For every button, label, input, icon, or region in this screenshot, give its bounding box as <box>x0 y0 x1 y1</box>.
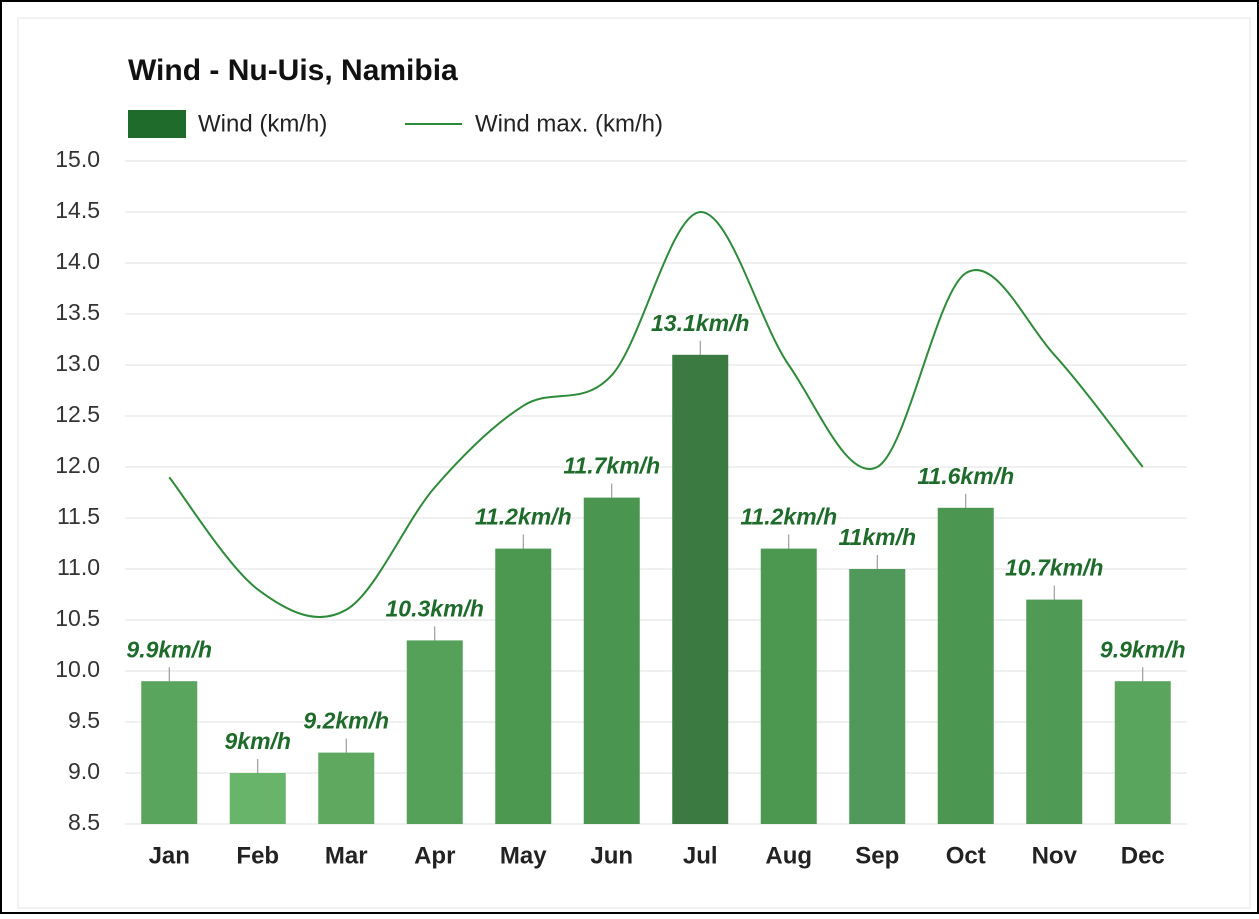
x-tick-label: Mar <box>325 842 368 869</box>
y-tick-label: 8.5 <box>68 809 100 835</box>
legend-label: Wind max. (km/h) <box>475 110 663 137</box>
chart-title: Wind - Nu-Uis, Namibia <box>128 54 458 87</box>
data-label: 13.1km/h <box>651 310 749 336</box>
y-tick-label: 10.5 <box>55 605 100 631</box>
y-tick-label: 13.5 <box>55 299 100 325</box>
x-tick-label: Nov <box>1032 842 1078 869</box>
data-label: 9.2km/h <box>303 708 389 734</box>
x-tick-label: Jan <box>149 842 190 869</box>
bar <box>760 548 817 824</box>
y-tick-label: 11.0 <box>57 554 100 580</box>
bar <box>495 548 552 824</box>
legend-swatch-bar <box>128 110 186 138</box>
y-tick-label: 14.5 <box>55 197 100 223</box>
bar <box>318 752 375 824</box>
y-tick-label: 10.0 <box>55 656 100 682</box>
bar <box>1026 599 1083 824</box>
data-label: 10.3km/h <box>386 595 484 621</box>
y-tick-label: 12.5 <box>55 401 100 427</box>
bar <box>672 354 729 824</box>
bar <box>937 507 994 824</box>
data-label: 11km/h <box>838 524 916 550</box>
y-tick-label: 11.5 <box>57 503 100 529</box>
bar <box>1114 681 1171 824</box>
data-label: 9.9km/h <box>1100 636 1186 662</box>
data-label: 9.9km/h <box>126 636 212 662</box>
line <box>168 210 1144 619</box>
x-tick-label: Feb <box>236 842 279 869</box>
bar <box>229 773 286 824</box>
data-label: 11.2km/h <box>740 504 837 530</box>
x-tick-label: Dec <box>1121 842 1165 869</box>
y-tick-label: 12.0 <box>55 452 100 478</box>
y-tick-label: 9.5 <box>68 707 100 733</box>
data-label: 10.7km/h <box>1005 555 1103 581</box>
y-tick-label: 15.0 <box>55 146 100 172</box>
x-tick-label: Sep <box>855 842 899 869</box>
y-tick-label: 13.0 <box>55 350 100 376</box>
data-label: 11.2km/h <box>475 504 572 530</box>
data-label: 11.7km/h <box>563 453 660 479</box>
bar <box>406 640 463 824</box>
data-label: 11.6km/h <box>917 463 1014 489</box>
bar <box>583 497 640 824</box>
x-tick-label: Oct <box>946 842 986 869</box>
y-tick-label: 9.0 <box>68 758 100 784</box>
x-tick-label: Jul <box>683 842 718 869</box>
x-tick-label: Jun <box>590 842 633 869</box>
data-label: 9km/h <box>225 728 291 754</box>
bar <box>141 681 198 824</box>
x-tick-label: Aug <box>765 842 812 869</box>
x-tick-label: Apr <box>414 842 455 869</box>
bar <box>849 569 906 824</box>
legend-label: Wind (km/h) <box>198 110 327 137</box>
y-tick-label: 14.0 <box>55 248 100 274</box>
x-tick-label: May <box>500 842 547 869</box>
